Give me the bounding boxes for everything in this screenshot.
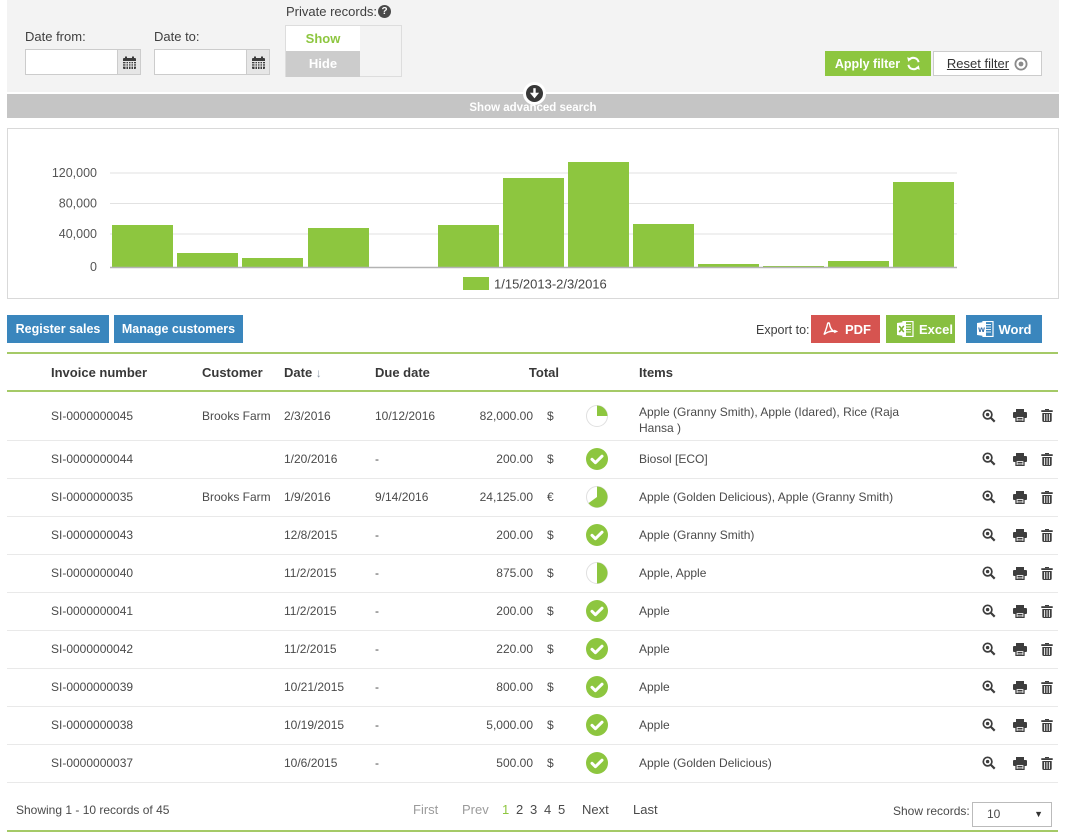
- svg-text:w: w: [977, 324, 985, 334]
- svg-text:0: 0: [90, 260, 97, 274]
- svg-text:120,000: 120,000: [52, 166, 97, 180]
- svg-text:40,000: 40,000: [59, 227, 97, 241]
- svg-text:80,000: 80,000: [59, 197, 97, 211]
- svg-text:1/15/2013-2/3/2016: 1/15/2013-2/3/2016: [494, 277, 607, 292]
